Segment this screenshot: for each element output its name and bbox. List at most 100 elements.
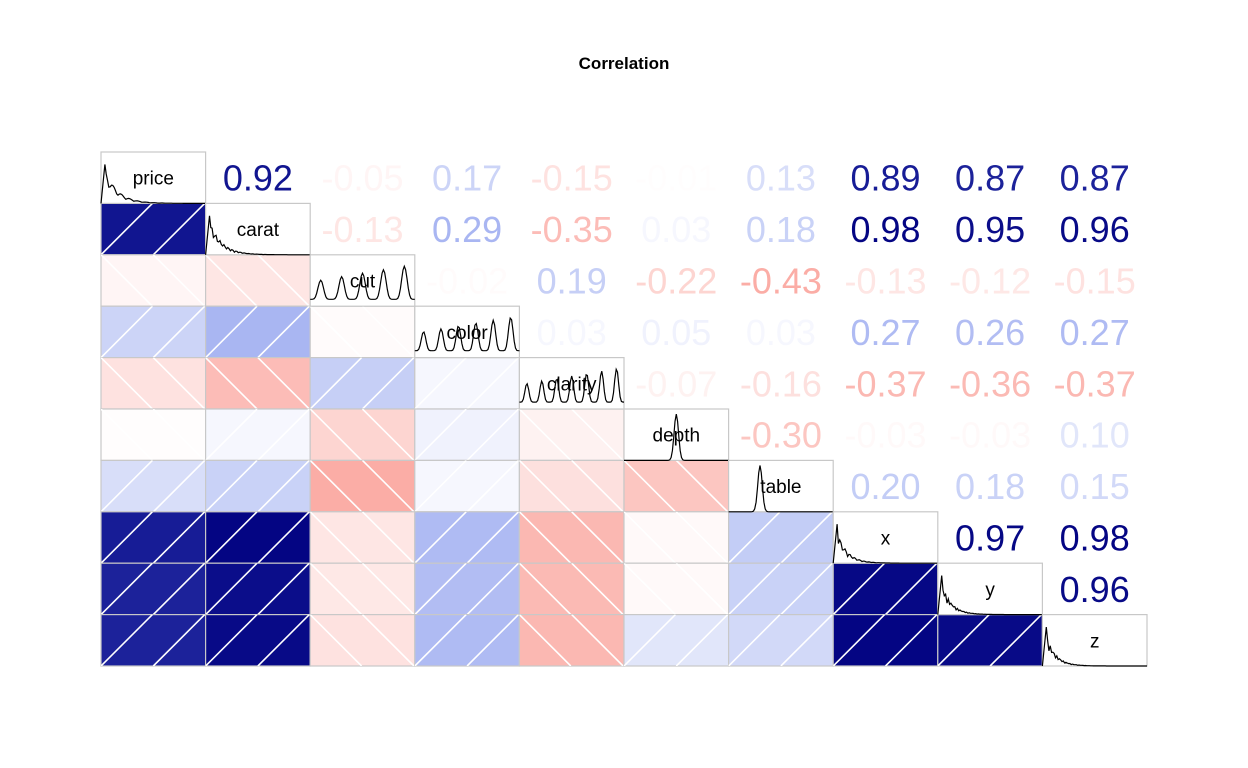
lower-tile (518, 408, 625, 462)
variable-label: carat (237, 220, 280, 241)
diagonal-cell: depth (623, 408, 730, 462)
lower-tile-hatch (624, 563, 729, 615)
lower-tile-fill (518, 613, 625, 667)
correlation-value: -0.16 (740, 363, 822, 404)
correlation-value: -0.05 (321, 158, 403, 199)
correlation-value: -0.07 (635, 363, 717, 404)
correlation-value: -0.15 (531, 158, 613, 199)
correlation-value: 0.98 (850, 209, 920, 250)
diagonal-cell: table (727, 459, 834, 513)
lower-tile (100, 357, 207, 410)
diagonal-box (309, 254, 416, 307)
lower-tile-fill (205, 459, 311, 513)
lower-tile-fill (309, 613, 416, 667)
lower-tile-hatch (205, 563, 311, 615)
density-curve (205, 215, 311, 256)
correlation-value: 0.03 (537, 312, 607, 353)
lower-tile-fill (100, 613, 207, 667)
correlation-value: -0.01 (635, 158, 717, 199)
lower-tile-fill (414, 408, 520, 462)
correlation-value: 0.13 (746, 158, 816, 199)
lower-tile (623, 511, 730, 564)
correlation-value: 0.27 (1060, 312, 1130, 353)
correlation-value: 0.20 (850, 466, 920, 507)
lower-tile-fill (100, 305, 207, 359)
correlation-value: -0.03 (949, 415, 1031, 456)
lower-tile-hatch (310, 511, 415, 564)
lower-tile-hatch (205, 357, 311, 410)
lower-tile (205, 254, 311, 307)
lower-tile-hatch (624, 511, 729, 564)
chart-title: Correlation (578, 54, 670, 73)
lower-tile-fill (309, 562, 416, 616)
lower-tile-fill (414, 613, 520, 667)
density-curve (937, 575, 1043, 616)
lower-tile-hatch (519, 511, 625, 564)
lower-tile (518, 613, 625, 667)
lower-tile (518, 562, 625, 616)
lower-tile-hatch (205, 409, 311, 461)
correlation-value: 0.17 (432, 158, 502, 199)
diagonal-cell: y (937, 562, 1043, 616)
lower-tile (205, 459, 311, 513)
lower-tile-hatch (414, 614, 520, 666)
lower-tile (205, 562, 311, 616)
lower-tile-fill (100, 202, 207, 256)
lower-tile-fill (205, 613, 311, 667)
lower-tile-hatch (310, 614, 415, 666)
lower-tile-fill (727, 511, 834, 564)
lower-tile-fill (414, 511, 520, 564)
density-curve (624, 413, 729, 461)
diagonal-box (937, 562, 1043, 616)
lower-tile-hatch (728, 614, 834, 666)
lower-tile-hatch (414, 357, 520, 410)
lower-tile-hatch (624, 460, 729, 512)
lower-tile-fill (623, 613, 730, 667)
lower-tile-hatch (519, 460, 625, 512)
lower-tile-hatch (205, 254, 311, 307)
lower-tile-hatch (519, 409, 625, 461)
lower-tile-hatch (414, 511, 520, 564)
lower-tile-hatch (414, 563, 520, 615)
lower-tile (309, 511, 416, 564)
lower-tile (309, 408, 416, 462)
variable-label: table (760, 477, 801, 498)
lower-tile (205, 408, 311, 462)
correlation-value: -0.13 (321, 209, 403, 250)
lower-tile (727, 511, 834, 564)
lower-tile (100, 408, 207, 462)
lower-tile-fill (309, 459, 416, 513)
density-curve (519, 367, 625, 403)
lower-tile-hatch (205, 511, 311, 564)
lower-tile-hatch (310, 563, 415, 615)
lower-tile-fill (100, 357, 207, 410)
lower-tile (100, 613, 207, 667)
lower-tile-hatch (205, 460, 311, 512)
lower-tile (205, 511, 311, 564)
correlation-value: 0.18 (955, 466, 1025, 507)
correlation-value: 0.15 (1060, 466, 1130, 507)
lower-tile-hatch (101, 306, 206, 358)
correlation-value: 0.03 (641, 209, 711, 250)
lower-tile-fill (205, 408, 311, 462)
diagonal-cell: clarity (518, 357, 625, 410)
lower-tile (309, 357, 416, 410)
lower-tile-fill (309, 511, 416, 564)
diagonal-cell: cut (309, 254, 416, 307)
lower-tile (309, 305, 416, 359)
density-curve (414, 316, 520, 352)
correlation-value: 0.87 (1060, 158, 1130, 199)
correlation-value: -0.36 (949, 363, 1031, 404)
lower-tile (518, 511, 625, 564)
variable-label: color (447, 323, 489, 344)
density-curve (310, 264, 415, 300)
density-curve (100, 164, 206, 204)
lower-tile-hatch (310, 357, 415, 410)
lower-tile (518, 459, 625, 513)
lower-tile (414, 357, 520, 410)
correlation-value: 0.29 (432, 209, 502, 250)
lower-tile-hatch (519, 614, 625, 666)
correlation-value: 0.98 (1060, 518, 1130, 559)
diagonal-box (1041, 613, 1148, 667)
